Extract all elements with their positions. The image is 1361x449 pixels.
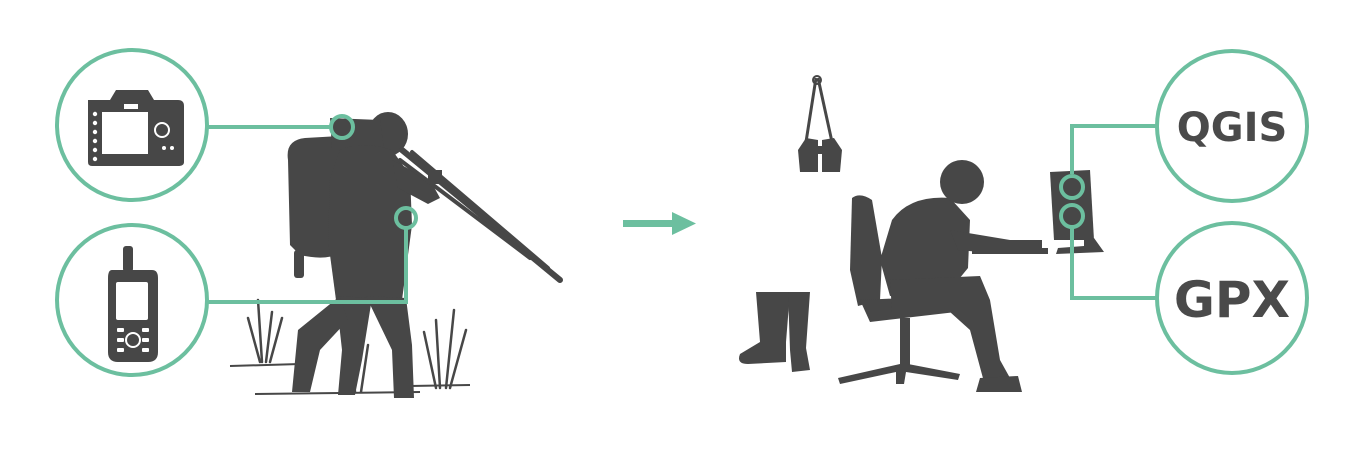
person-at-computer-silhouette xyxy=(838,160,1048,392)
hiker-silhouette xyxy=(287,112,440,398)
connector-lines-left xyxy=(208,125,408,304)
computer-monitor-icon xyxy=(1050,170,1104,254)
gps-device xyxy=(55,223,209,377)
gpx-attach-point xyxy=(1059,203,1085,229)
tripod-icon xyxy=(398,147,563,283)
qgis-attach-point xyxy=(1059,174,1085,200)
rubber-boots-icon xyxy=(739,292,810,372)
binoculars-icon xyxy=(798,75,842,172)
gpx-badge: GPX xyxy=(1155,221,1309,375)
gps-handheld-icon xyxy=(108,246,158,362)
camera-icon xyxy=(88,90,184,166)
connector-lines-right xyxy=(1070,124,1158,300)
camera-attach-point xyxy=(329,114,355,140)
arrow-right-icon xyxy=(623,212,696,235)
gps-attach-point xyxy=(394,206,418,230)
ground-shadow xyxy=(229,363,471,395)
gpx-label: GPX xyxy=(1174,271,1290,329)
qgis-label: QGIS xyxy=(1177,105,1288,151)
camera-device xyxy=(55,48,209,202)
qgis-badge: QGIS xyxy=(1155,49,1309,203)
